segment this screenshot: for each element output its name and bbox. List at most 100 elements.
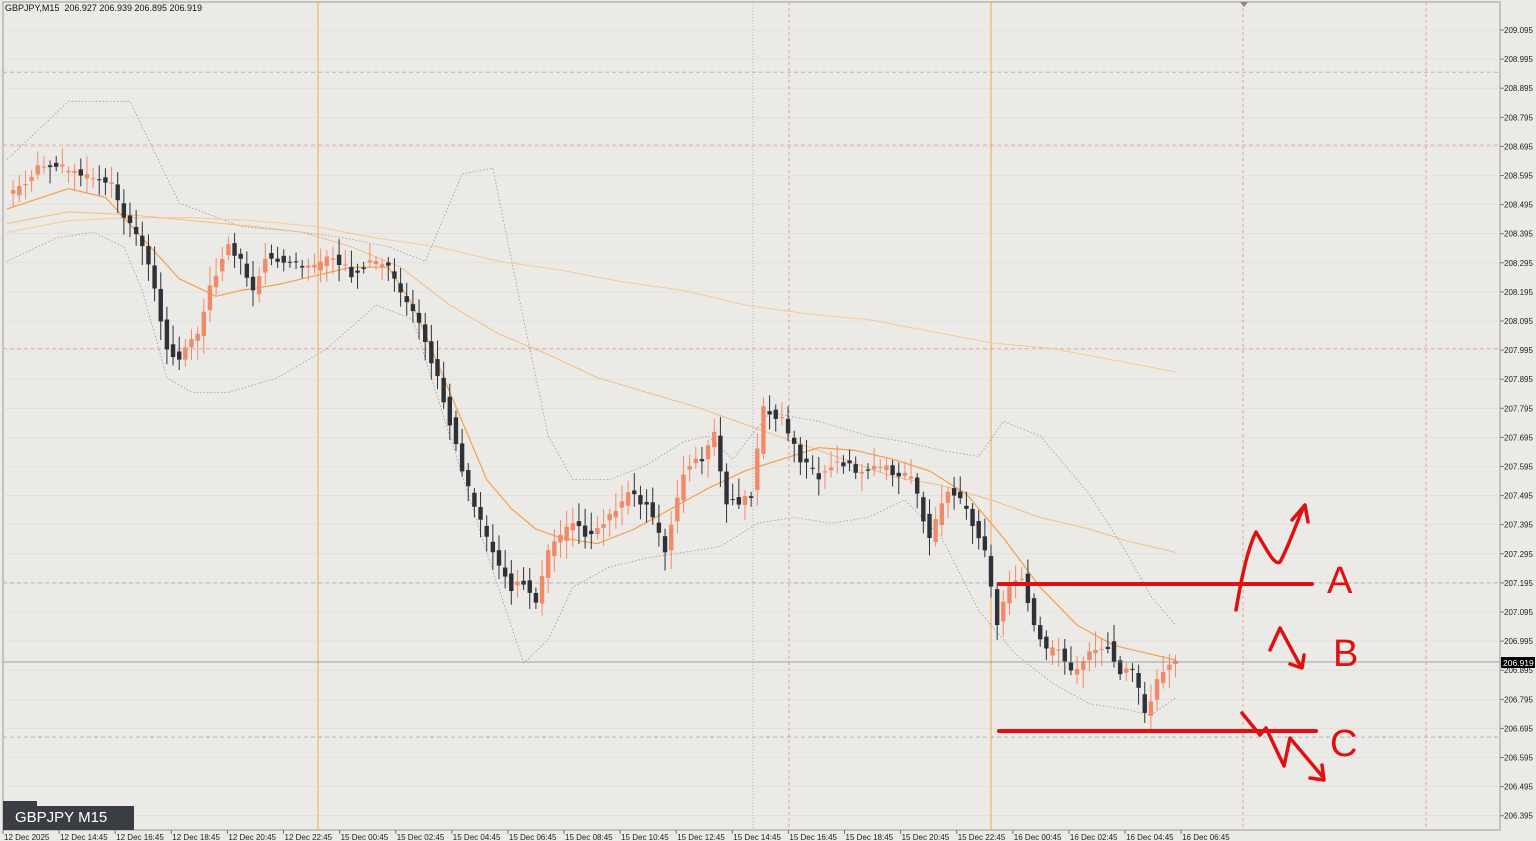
price-tick-label: 206.395 — [1504, 812, 1533, 821]
candle — [994, 582, 1000, 640]
candle — [336, 239, 342, 282]
candle — [656, 504, 662, 547]
candle-body — [908, 476, 914, 479]
candle-body — [748, 496, 754, 498]
candle-body — [576, 521, 582, 527]
candle — [158, 272, 163, 341]
candle-body — [533, 592, 539, 603]
price-axis: 209.095 208.995 208.895 208.795 208.695 208.5… — [1500, 26, 1533, 821]
candle — [177, 336, 182, 371]
badge-tab — [3, 801, 37, 806]
candle — [17, 175, 22, 203]
candle-body — [638, 495, 643, 505]
candle-body — [552, 541, 557, 557]
candle-body — [349, 266, 354, 278]
candle — [281, 249, 286, 272]
candle-body — [386, 262, 391, 266]
candle — [779, 402, 785, 426]
candle-body — [792, 437, 797, 444]
candle — [447, 383, 452, 440]
candle-body — [736, 497, 742, 505]
candle — [958, 476, 963, 504]
candle — [1001, 590, 1006, 637]
candle-body — [847, 460, 852, 464]
candle-body — [1154, 679, 1160, 700]
candle-body — [890, 465, 895, 476]
candle — [792, 430, 797, 463]
candle — [256, 267, 262, 303]
price-tick-label: 208.495 — [1504, 201, 1533, 210]
candle — [355, 263, 360, 289]
candle-body — [54, 162, 59, 167]
plot-frame — [2, 1, 1501, 831]
candle — [72, 163, 77, 191]
candle — [828, 451, 834, 478]
candle-body — [798, 444, 803, 463]
candle-body — [336, 254, 342, 265]
candle-body — [810, 467, 815, 469]
price-tick-label: 207.195 — [1504, 579, 1533, 588]
candle-body — [1081, 661, 1086, 670]
candle-body — [1161, 671, 1166, 683]
chart-shift-marker[interactable] — [1240, 2, 1248, 7]
candle — [84, 156, 90, 193]
candle-body — [1001, 601, 1006, 622]
candle-body — [625, 492, 631, 506]
candle-body — [613, 511, 619, 518]
candle-body — [693, 458, 698, 464]
candle-body — [447, 396, 452, 426]
candle — [558, 519, 563, 558]
candle — [1161, 655, 1166, 689]
candle-body — [705, 445, 711, 460]
time-tick-label: 16 Dec 00:45 — [1014, 833, 1062, 841]
candle — [300, 259, 305, 279]
candle — [1031, 593, 1037, 632]
candle-body — [410, 304, 416, 312]
candle-body — [1025, 573, 1031, 603]
candle — [490, 524, 496, 570]
candle-body — [35, 165, 40, 175]
candle-body — [785, 418, 791, 434]
candle-body — [47, 165, 53, 168]
candle-body — [226, 244, 231, 256]
candle — [263, 242, 268, 285]
candle — [1007, 570, 1012, 616]
candle-body — [921, 497, 926, 522]
candle-body — [435, 359, 440, 377]
symbol-timeframe: GBPJPY,M15 — [5, 3, 60, 13]
grid-lines — [3, 29, 1500, 817]
candle-body — [502, 567, 508, 577]
ma-mid-line — [6, 211, 1176, 553]
candle-body — [595, 528, 600, 535]
candle — [47, 160, 53, 184]
candle — [582, 508, 588, 549]
price-tick-label: 208.295 — [1504, 259, 1533, 268]
candle — [976, 510, 981, 550]
candle-body — [441, 377, 446, 403]
candle-body — [724, 471, 729, 505]
candle — [970, 503, 975, 544]
candle-body — [859, 471, 865, 474]
candle-body — [822, 471, 828, 473]
candle — [386, 257, 391, 282]
candle-body — [1074, 669, 1080, 675]
candle — [650, 487, 655, 525]
candle — [435, 340, 440, 390]
arrow-up-head — [1290, 503, 1310, 524]
candle-body — [1044, 636, 1049, 649]
candle-body — [1130, 668, 1135, 670]
time-tick-label: 15 Dec 04:45 — [453, 833, 501, 841]
candle-body — [121, 203, 127, 218]
candle — [662, 528, 668, 571]
time-tick-label: 15 Dec 08:45 — [565, 833, 613, 841]
candle-body — [90, 178, 96, 180]
time-tick-label: 15 Dec 00:45 — [341, 833, 389, 841]
candle-body — [66, 170, 71, 173]
candle — [748, 491, 754, 507]
candle — [423, 312, 428, 361]
candle-body — [127, 215, 133, 224]
candle — [607, 508, 612, 537]
time-tick-label: 15 Dec 02:45 — [397, 833, 445, 841]
candle — [552, 529, 557, 572]
